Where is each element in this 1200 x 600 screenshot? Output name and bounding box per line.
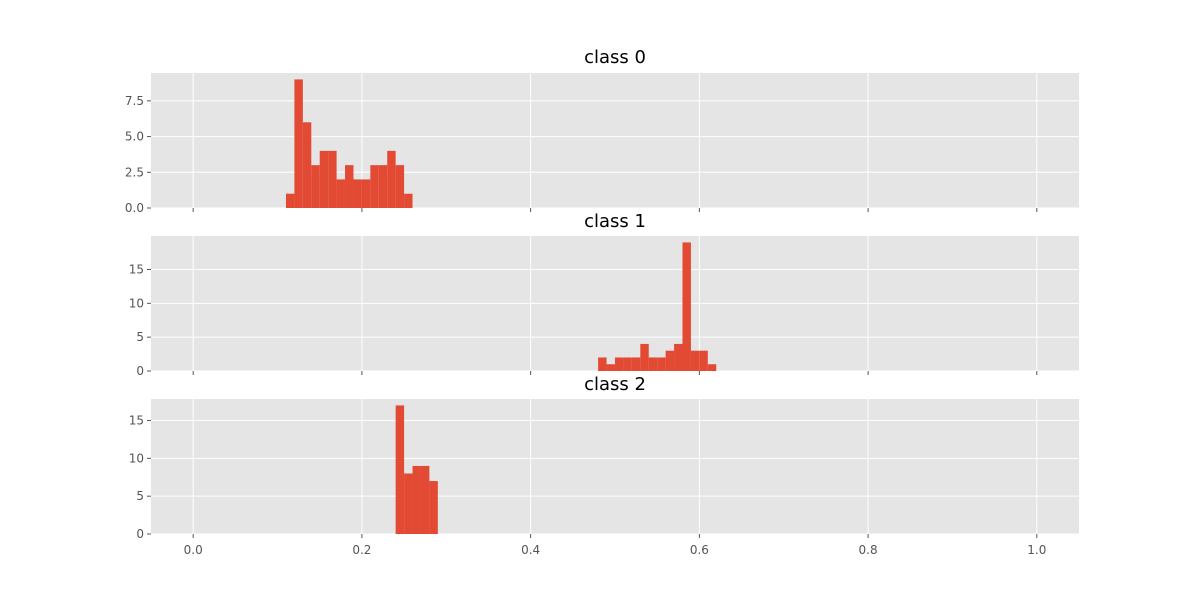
histogram-bar <box>353 179 362 208</box>
histogram-bar <box>429 481 438 534</box>
histogram-bar <box>699 350 708 371</box>
histogram-bar <box>420 465 430 534</box>
histogram-bar <box>345 165 354 208</box>
histogram-bar <box>370 165 379 208</box>
x-tick-label: 0.2 <box>352 543 371 557</box>
histogram-bar <box>674 343 683 371</box>
y-tick-label: 0.0 <box>125 201 144 215</box>
histogram-bar <box>598 357 607 371</box>
histogram-bar <box>606 364 615 371</box>
x-tick-label: 0.4 <box>521 543 540 557</box>
histogram-bar <box>640 343 649 371</box>
histogram-bar <box>336 179 346 208</box>
histogram-bar <box>412 465 421 534</box>
x-tick-label: 1.0 <box>1027 543 1046 557</box>
histogram-bar <box>311 165 320 208</box>
histogram-bar <box>328 150 337 208</box>
histogram-bar <box>690 350 700 371</box>
panel-class-0: 0.0 2.5 5.0 7.5 class 0 <box>125 47 1079 215</box>
panel-title: class 0 <box>584 47 646 68</box>
histogram-bar <box>285 193 295 208</box>
y-tick-label: 0 <box>136 364 144 378</box>
histogram-bar <box>623 357 632 371</box>
histogram-bar <box>294 79 303 208</box>
y-tick-label: 15 <box>129 414 144 428</box>
panel-class-1: 0 5 10 15 class 1 <box>129 211 1079 378</box>
panel-title: class 1 <box>584 211 646 232</box>
histogram-bar <box>404 193 413 208</box>
histogram-bar <box>395 165 405 208</box>
y-tick-label: 5 <box>136 489 144 503</box>
y-tick-label: 10 <box>129 296 144 310</box>
histogram-bar <box>665 350 675 371</box>
y-tick-label: 7.5 <box>125 94 144 108</box>
y-tick-label: 15 <box>129 262 144 276</box>
y-tick-label: 10 <box>129 451 144 465</box>
panel-class-2: 0 5 10 15 0.0 0.2 0.4 0.6 0.8 1.0 class 2 <box>129 374 1079 557</box>
histogram-bar <box>631 357 641 371</box>
y-tick-label: 0 <box>136 527 144 541</box>
y-tick-label: 2.5 <box>125 165 144 179</box>
plot-area <box>151 73 1079 208</box>
plot-area <box>151 399 1079 534</box>
x-tick-label: 0.0 <box>184 543 203 557</box>
histogram-bar <box>648 357 658 371</box>
histogram-bar <box>657 357 666 371</box>
y-tick-label: 5.0 <box>125 130 144 144</box>
histogram-bar <box>361 179 371 208</box>
y-tick-label: 5 <box>136 330 144 344</box>
histogram-bar <box>707 364 717 371</box>
histogram-bar <box>302 122 312 208</box>
histogram-bar <box>615 357 624 371</box>
histogram-bar <box>682 242 691 371</box>
histogram-bar <box>404 473 413 534</box>
x-tick-label: 0.8 <box>859 543 878 557</box>
x-tick-label: 0.6 <box>690 543 709 557</box>
histogram-bar <box>387 150 396 208</box>
histogram-bar <box>395 405 405 534</box>
panel-title: class 2 <box>584 374 646 395</box>
histogram-bar <box>319 150 329 208</box>
histogram-bar <box>378 165 388 208</box>
